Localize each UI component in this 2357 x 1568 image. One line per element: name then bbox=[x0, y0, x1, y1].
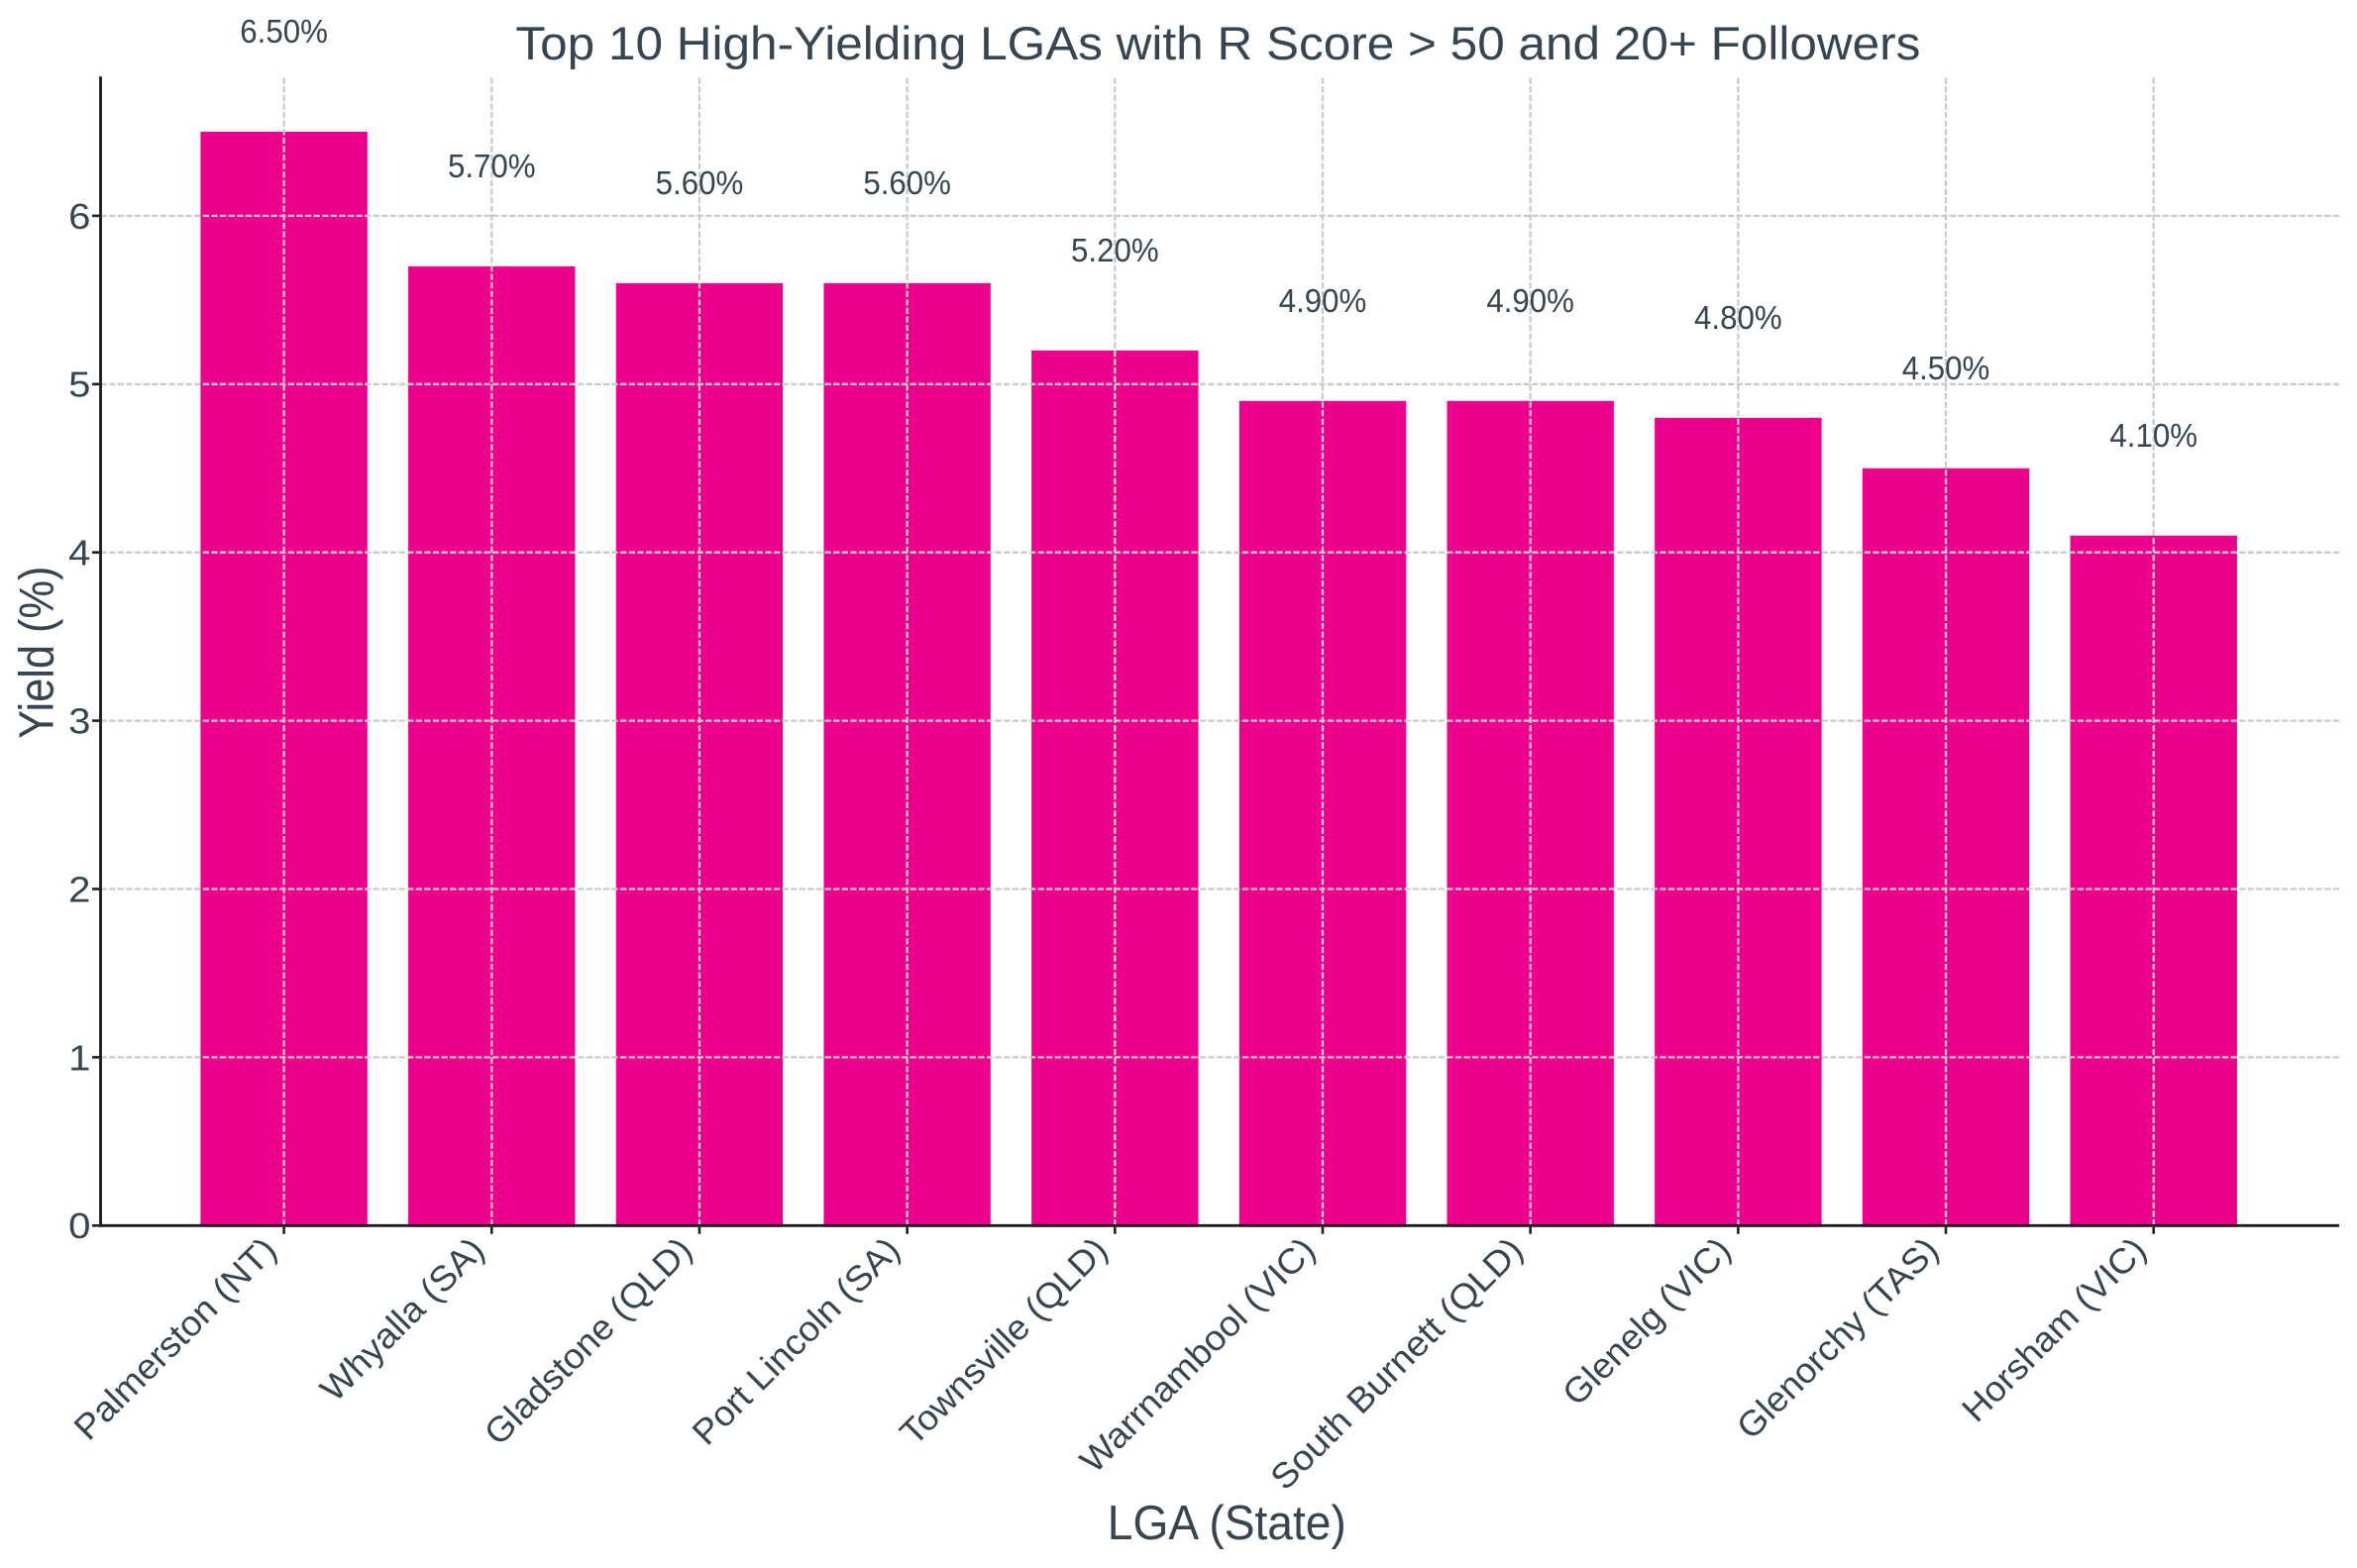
svg-text:5.60%: 5.60% bbox=[863, 164, 951, 201]
svg-text:4.80%: 4.80% bbox=[1694, 299, 1782, 336]
svg-text:4: 4 bbox=[68, 533, 90, 574]
svg-text:4.90%: 4.90% bbox=[1279, 282, 1367, 319]
svg-text:2: 2 bbox=[68, 869, 90, 909]
svg-text:4.50%: 4.50% bbox=[1902, 350, 1990, 386]
svg-text:0: 0 bbox=[68, 1205, 90, 1246]
svg-text:Top 10 High-Yielding LGAs with: Top 10 High-Yielding LGAs with R Score >… bbox=[515, 18, 1920, 70]
svg-text:5.70%: 5.70% bbox=[448, 148, 536, 184]
svg-text:5.60%: 5.60% bbox=[656, 164, 744, 201]
svg-text:5: 5 bbox=[68, 365, 90, 405]
svg-text:3: 3 bbox=[68, 700, 90, 741]
svg-text:6: 6 bbox=[68, 196, 90, 237]
svg-text:5.20%: 5.20% bbox=[1071, 232, 1159, 268]
svg-text:6.50%: 6.50% bbox=[240, 13, 328, 50]
svg-text:LGA (State): LGA (State) bbox=[1108, 1497, 1346, 1550]
svg-text:4.90%: 4.90% bbox=[1486, 282, 1574, 319]
svg-text:Yield (%): Yield (%) bbox=[11, 567, 64, 739]
svg-text:4.10%: 4.10% bbox=[2109, 417, 2197, 454]
svg-text:1: 1 bbox=[68, 1037, 90, 1078]
